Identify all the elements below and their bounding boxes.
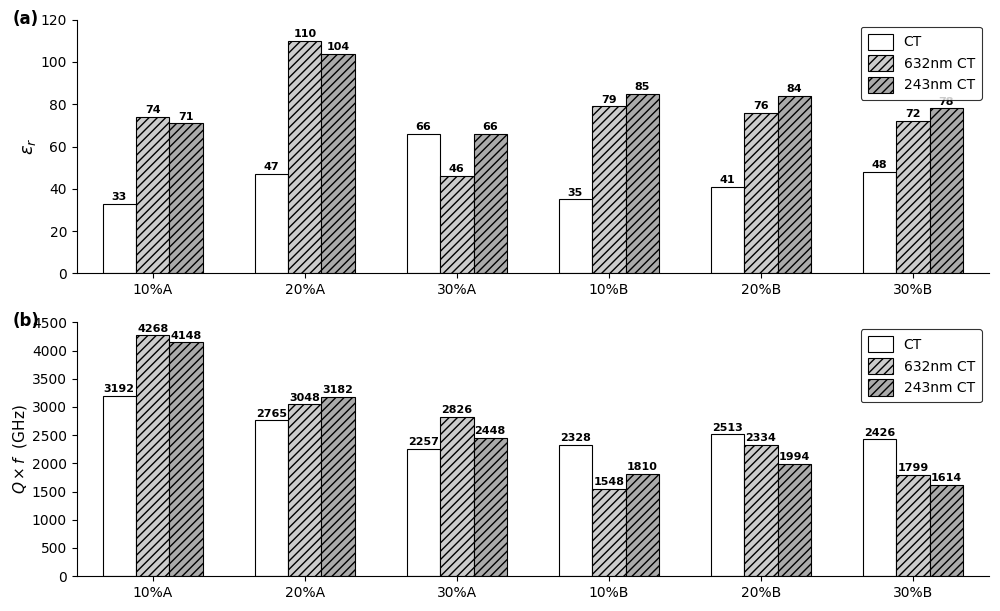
Bar (288, 41, 321, 274)
Bar (136, 335, 169, 576)
Text: 78: 78 (939, 97, 954, 107)
Text: 4148: 4148 (171, 331, 202, 340)
Bar (626, 93, 659, 274)
Text: 66: 66 (415, 122, 431, 132)
Bar (136, 117, 169, 274)
Text: 1799: 1799 (897, 463, 929, 473)
Legend: CT, 632nm CT, 243nm CT: CT, 632nm CT, 243nm CT (861, 27, 982, 100)
Text: 48: 48 (872, 160, 887, 170)
Bar (930, 109, 963, 274)
Bar (930, 485, 963, 576)
Text: 85: 85 (635, 82, 650, 92)
Text: 1614: 1614 (931, 474, 962, 483)
Text: 110: 110 (293, 29, 316, 39)
Bar (103, 203, 136, 274)
Text: 41: 41 (720, 175, 735, 185)
Text: 66: 66 (482, 122, 498, 132)
Bar (255, 174, 288, 274)
Text: 1810: 1810 (627, 463, 658, 472)
Text: (a): (a) (13, 10, 39, 27)
Text: 2513: 2513 (712, 423, 743, 433)
Y-axis label: $\varepsilon_r$: $\varepsilon_r$ (20, 137, 38, 155)
Text: 71: 71 (178, 112, 194, 122)
Bar (778, 96, 811, 274)
Text: 72: 72 (905, 109, 921, 120)
Text: 33: 33 (112, 192, 127, 202)
Bar (711, 434, 744, 576)
Text: 84: 84 (786, 84, 802, 94)
Text: 76: 76 (753, 101, 769, 111)
Bar (626, 474, 659, 576)
Bar (592, 106, 626, 274)
Bar (169, 342, 203, 576)
Text: 2448: 2448 (475, 426, 506, 436)
Text: 79: 79 (601, 95, 617, 104)
Text: 2257: 2257 (408, 437, 439, 447)
Bar (896, 475, 930, 576)
Bar (255, 420, 288, 576)
Bar (103, 396, 136, 576)
Legend: CT, 632nm CT, 243nm CT: CT, 632nm CT, 243nm CT (861, 329, 982, 403)
Text: 46: 46 (449, 164, 465, 175)
Text: 2328: 2328 (560, 433, 591, 443)
Text: 4268: 4268 (137, 324, 168, 334)
Bar (321, 54, 355, 274)
Bar (407, 134, 440, 274)
Bar (474, 438, 507, 576)
Text: 1548: 1548 (593, 477, 624, 487)
Text: 2334: 2334 (745, 433, 776, 443)
Bar (896, 121, 930, 274)
Text: 104: 104 (327, 42, 350, 52)
Bar (169, 123, 203, 274)
Bar (711, 187, 744, 274)
Text: 2426: 2426 (864, 428, 895, 437)
Text: 2765: 2765 (256, 409, 287, 419)
Bar (321, 397, 355, 576)
Text: 47: 47 (264, 163, 279, 172)
Bar (592, 489, 626, 576)
Bar (288, 404, 321, 576)
Bar (863, 439, 896, 576)
Text: 2826: 2826 (441, 405, 472, 415)
Bar (863, 172, 896, 274)
Bar (744, 445, 778, 576)
Text: 74: 74 (145, 105, 161, 115)
Bar (744, 112, 778, 274)
Text: 3048: 3048 (289, 393, 320, 403)
Bar (474, 134, 507, 274)
Text: 1994: 1994 (779, 452, 810, 462)
Text: 35: 35 (568, 188, 583, 198)
Text: (b): (b) (13, 312, 40, 330)
Text: 3192: 3192 (104, 384, 135, 395)
Bar (407, 449, 440, 576)
Bar (559, 199, 592, 274)
Bar (440, 176, 474, 274)
Bar (778, 464, 811, 576)
Y-axis label: $Q\times f$  (GHz): $Q\times f$ (GHz) (11, 404, 29, 494)
Bar (559, 445, 592, 576)
Text: 3182: 3182 (323, 385, 354, 395)
Bar (440, 417, 474, 576)
